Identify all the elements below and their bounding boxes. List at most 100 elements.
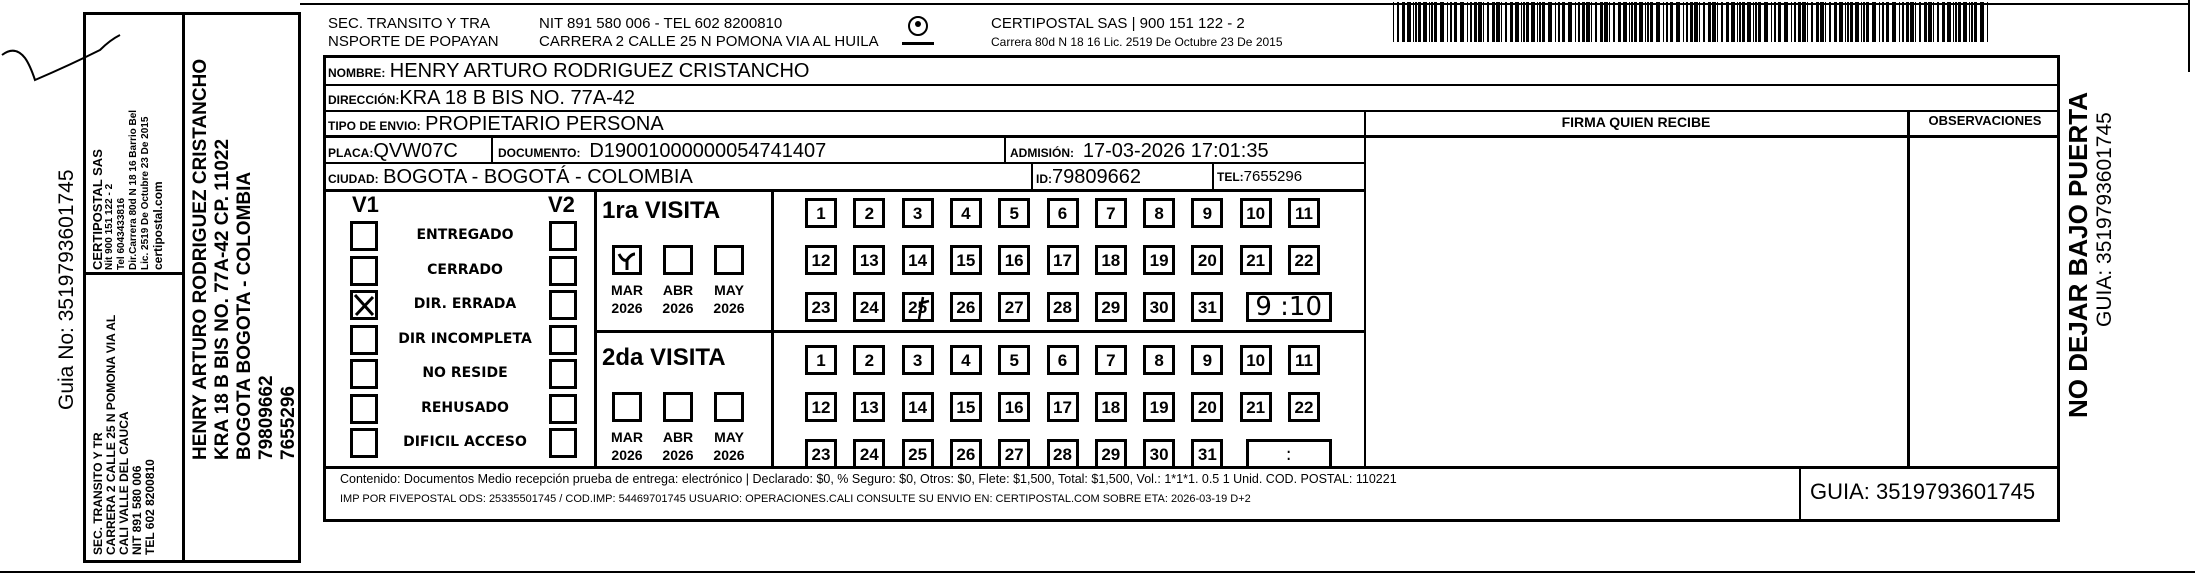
signature-area[interactable] <box>1367 138 1906 465</box>
day-box-31[interactable]: 31 <box>1191 439 1224 469</box>
day-box-21[interactable]: 21 <box>1239 392 1272 422</box>
status-label: CERRADO <box>427 261 503 278</box>
day-box-7[interactable]: 7 <box>1094 345 1127 375</box>
day-box-29[interactable]: 29 <box>1094 439 1127 469</box>
day-box-12[interactable]: 12 <box>805 392 837 422</box>
day-box-28[interactable]: 28 <box>1046 292 1079 322</box>
day-box-3[interactable]: 3 <box>901 198 934 228</box>
month-checkbox[interactable] <box>663 392 693 422</box>
day-box-3[interactable]: 3 <box>901 345 934 375</box>
day-box-31[interactable]: 31 <box>1191 292 1224 322</box>
day-box-10[interactable]: 10 <box>1239 345 1272 375</box>
barcode-bar <box>1454 2 1457 42</box>
barcode-bar <box>1676 2 1680 42</box>
day-box-16[interactable]: 16 <box>998 245 1031 275</box>
barcode-bar <box>1726 2 1729 42</box>
day-box-15[interactable]: 15 <box>949 245 982 275</box>
day-box-25[interactable]: 25 <box>901 292 934 322</box>
stub-frame <box>83 12 301 563</box>
v1-checkbox[interactable] <box>350 393 378 424</box>
day-box-24[interactable]: 24 <box>853 439 886 469</box>
day-box-4[interactable]: 4 <box>949 198 982 228</box>
barcode-bar <box>1478 2 1482 42</box>
observaciones-area[interactable] <box>1910 138 2058 465</box>
day-box-8[interactable]: 8 <box>1143 345 1176 375</box>
v2-checkbox[interactable] <box>549 428 577 458</box>
v2-checkbox[interactable] <box>549 221 577 251</box>
day-box-17[interactable]: 17 <box>1046 245 1079 275</box>
day-box-20[interactable]: 20 <box>1191 392 1224 422</box>
day-box-26[interactable]: 26 <box>949 292 982 322</box>
day-box-19[interactable]: 19 <box>1143 245 1176 275</box>
day-box-30[interactable]: 30 <box>1143 439 1176 469</box>
day-box-6[interactable]: 6 <box>1046 345 1079 375</box>
month-checkbox[interactable] <box>714 392 744 422</box>
day-box-21[interactable]: 21 <box>1239 245 1272 275</box>
month-checkbox[interactable] <box>612 392 642 422</box>
month-checkbox[interactable] <box>612 245 642 275</box>
day-box-10[interactable]: 10 <box>1239 198 1272 228</box>
barcode-bar <box>1963 2 1967 42</box>
day-box-15[interactable]: 15 <box>949 392 982 422</box>
day-box-9[interactable]: 9 <box>1191 198 1224 228</box>
day-box-18[interactable]: 18 <box>1094 245 1127 275</box>
v2-checkbox[interactable] <box>549 255 577 286</box>
day-box-9[interactable]: 9 <box>1191 345 1224 375</box>
day-box-24[interactable]: 24 <box>853 292 886 322</box>
day-box-22[interactable]: 22 <box>1288 392 1320 422</box>
day-box-28[interactable]: 28 <box>1046 439 1079 469</box>
header-company: CERTIPOSTAL SAS | 900 151 122 - 2 Carrera… <box>991 15 1283 49</box>
documento-field: DOCUMENTO: D19001000000054741407 <box>498 140 827 162</box>
barcode-bar <box>1802 2 1806 42</box>
day-box-4[interactable]: 4 <box>949 345 982 375</box>
day-box-30[interactable]: 30 <box>1143 292 1176 322</box>
day-box-14[interactable]: 14 <box>901 245 934 275</box>
v1-checkbox[interactable] <box>350 324 378 355</box>
day-box-27[interactable]: 27 <box>998 439 1031 469</box>
day-box-25[interactable]: 25 <box>901 439 934 469</box>
v1-checkbox[interactable] <box>350 255 378 286</box>
day-box-22[interactable]: 22 <box>1288 245 1320 275</box>
day-box-14[interactable]: 14 <box>901 392 934 422</box>
day-box-1[interactable]: 1 <box>805 345 837 375</box>
time-box[interactable]: 9 :10 <box>1245 292 1332 322</box>
day-box-29[interactable]: 29 <box>1094 292 1127 322</box>
day-box-5[interactable]: 5 <box>998 345 1031 375</box>
barcode-bar <box>1816 2 1819 42</box>
day-box-2[interactable]: 2 <box>853 345 886 375</box>
v1-checkbox[interactable] <box>350 290 378 320</box>
v1-checkbox[interactable] <box>350 359 378 389</box>
barcode-bar <box>1825 2 1826 42</box>
day-box-23[interactable]: 23 <box>805 292 837 322</box>
day-box-13[interactable]: 13 <box>853 245 886 275</box>
day-box-5[interactable]: 5 <box>998 198 1031 228</box>
day-box-2[interactable]: 2 <box>853 198 886 228</box>
day-box-11[interactable]: 11 <box>1288 345 1320 375</box>
day-box-20[interactable]: 20 <box>1191 245 1224 275</box>
day-box-12[interactable]: 12 <box>805 245 837 275</box>
time-box[interactable]: : <box>1245 439 1332 469</box>
v2-checkbox[interactable] <box>549 393 577 424</box>
day-box-17[interactable]: 17 <box>1046 392 1079 422</box>
month-checkbox[interactable] <box>714 245 744 275</box>
month-checkbox[interactable] <box>663 245 693 275</box>
v1-checkbox[interactable] <box>350 428 378 458</box>
day-box-26[interactable]: 26 <box>949 439 982 469</box>
day-box-27[interactable]: 27 <box>998 292 1031 322</box>
v1-checkbox[interactable] <box>350 221 378 251</box>
day-box-8[interactable]: 8 <box>1143 198 1176 228</box>
barcode-bar <box>1699 2 1700 42</box>
day-box-23[interactable]: 23 <box>805 439 837 469</box>
day-box-16[interactable]: 16 <box>998 392 1031 422</box>
day-box-6[interactable]: 6 <box>1046 198 1079 228</box>
v2-checkbox[interactable] <box>549 324 577 355</box>
day-box-13[interactable]: 13 <box>853 392 886 422</box>
barcode-bar <box>1953 2 1954 42</box>
day-box-19[interactable]: 19 <box>1143 392 1176 422</box>
day-box-7[interactable]: 7 <box>1094 198 1127 228</box>
v2-checkbox[interactable] <box>549 359 577 389</box>
day-box-11[interactable]: 11 <box>1288 198 1320 228</box>
day-box-18[interactable]: 18 <box>1094 392 1127 422</box>
v2-checkbox[interactable] <box>549 290 577 320</box>
day-box-1[interactable]: 1 <box>805 198 837 228</box>
